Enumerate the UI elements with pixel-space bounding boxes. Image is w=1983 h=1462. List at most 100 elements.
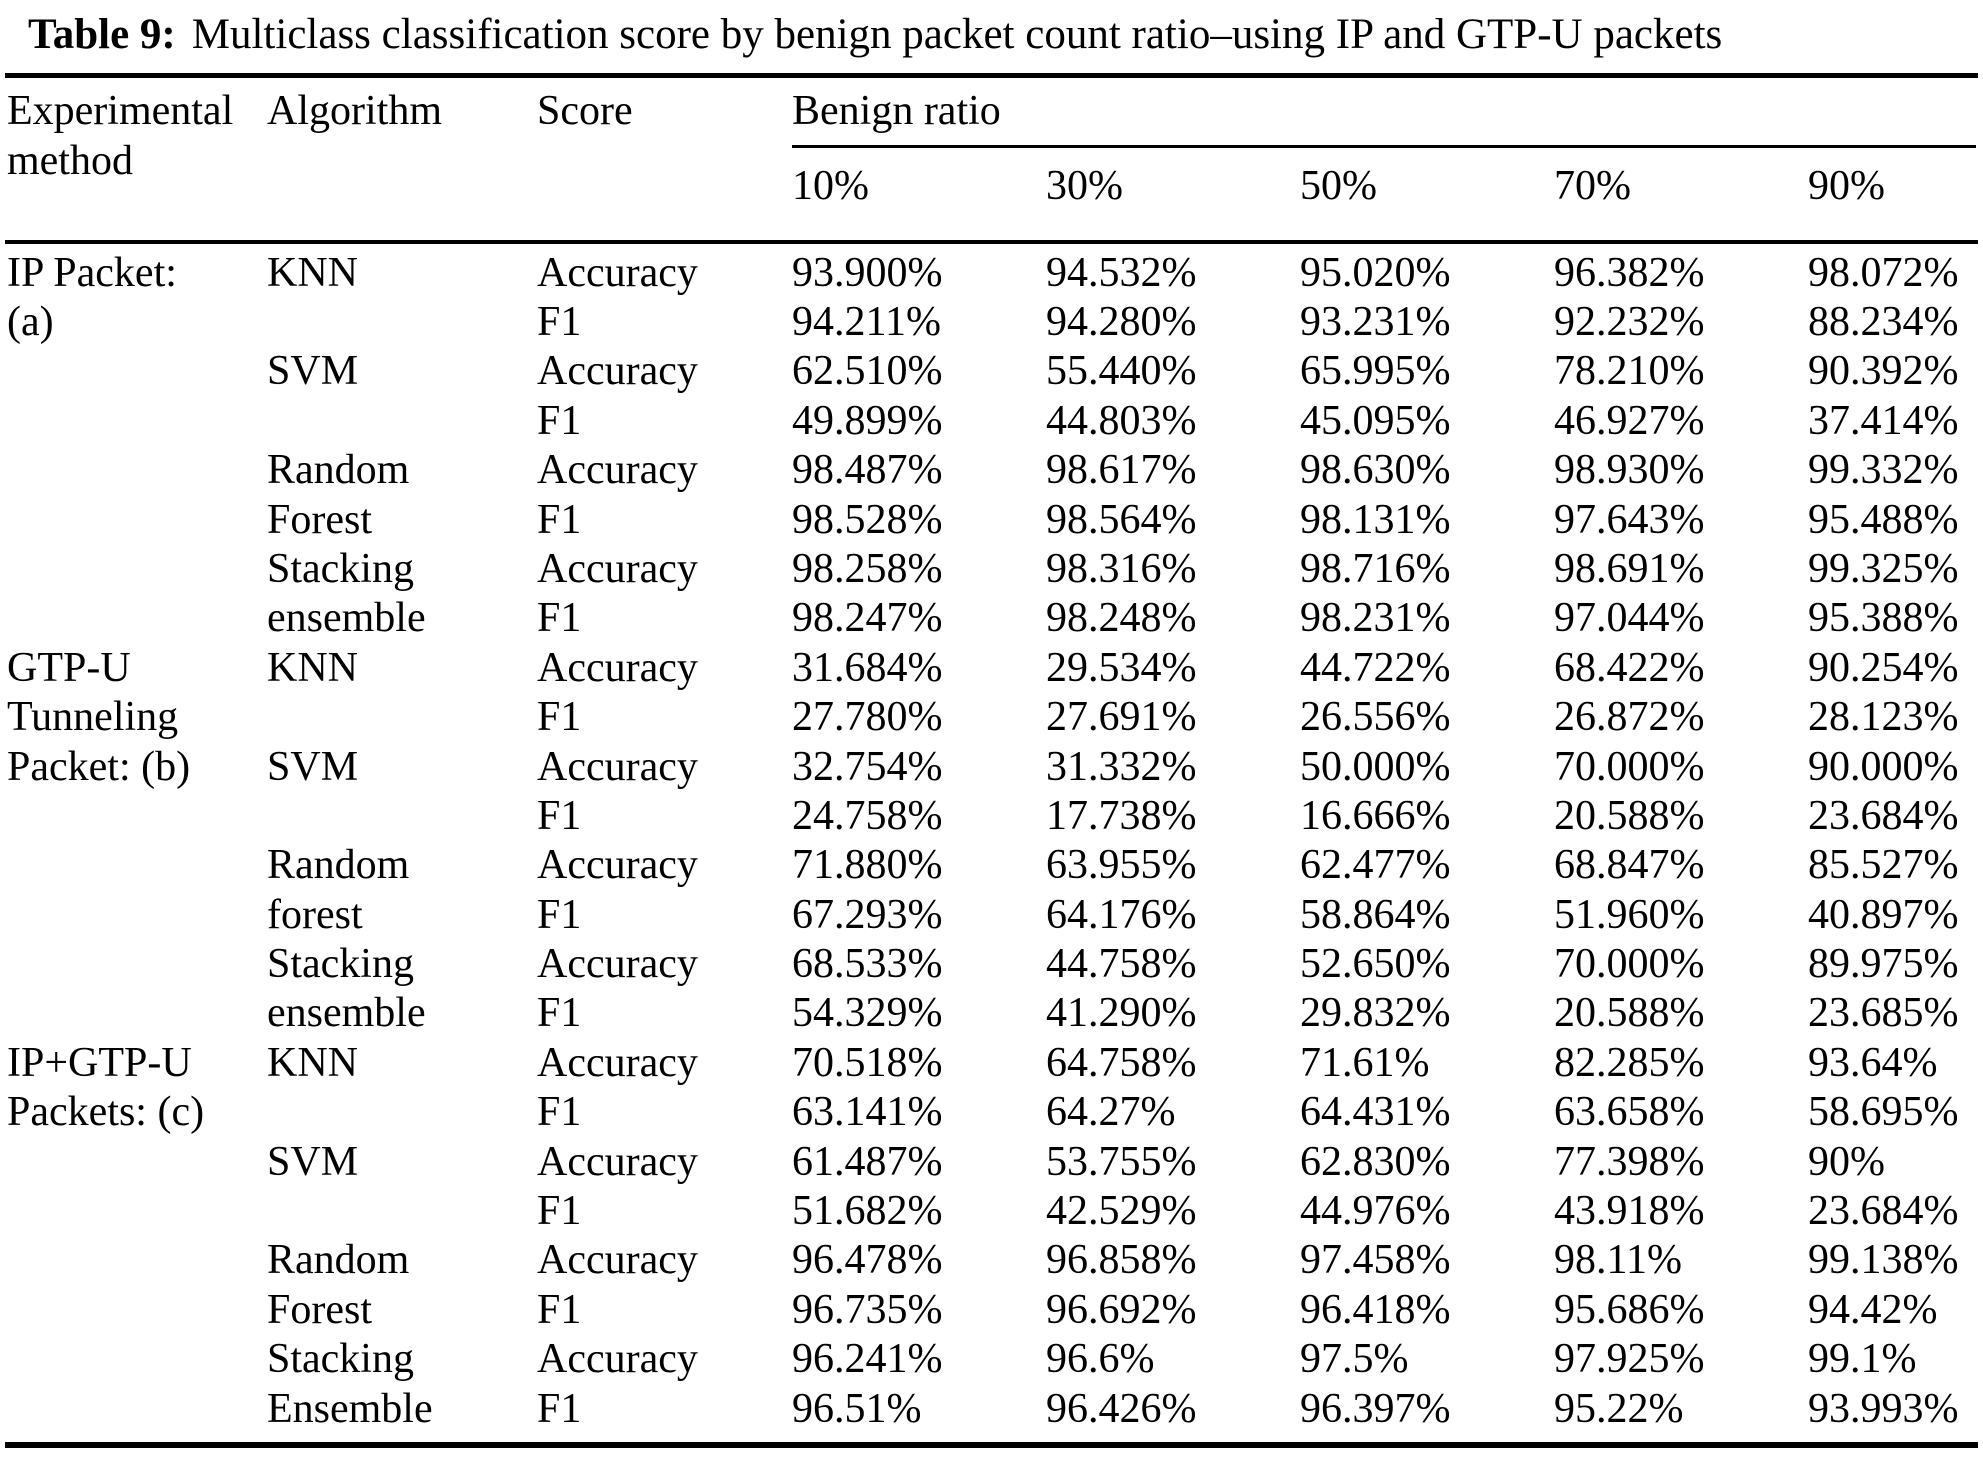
value-cell: 94.532% — [1046, 249, 1197, 296]
score-cell: F1 — [537, 595, 582, 642]
value-cell: 96.478% — [792, 1237, 943, 1284]
algorithm-cell — [267, 792, 537, 841]
table-row: IP+GTP-U KNN Accuracy 70.518% 64.758% 71… — [7, 1039, 1976, 1088]
table-body: IP Packet: KNN Accuracy 93.900% 94.532% … — [5, 244, 1978, 1442]
value-cell: 78.210% — [1554, 348, 1705, 395]
table-row: ensemble F1 98.247% 98.248% 98.231% 97.0… — [7, 594, 1976, 643]
score-cell: F1 — [537, 298, 582, 345]
ratio-label-70: 70% — [1554, 162, 1631, 209]
method-cell: GTP-U — [7, 644, 131, 691]
table-row: Stacking Accuracy 98.258% 98.316% 98.716… — [7, 545, 1976, 594]
value-cell: 98.617% — [1046, 447, 1197, 494]
value-cell: 27.780% — [792, 694, 943, 741]
value-cell: 97.458% — [1300, 1237, 1451, 1284]
value-cell: 63.141% — [792, 1089, 943, 1136]
ratio-label-30: 30% — [1046, 162, 1123, 209]
value-cell: 93.993% — [1808, 1385, 1959, 1432]
value-cell: 96.397% — [1300, 1385, 1451, 1432]
value-cell: 70.000% — [1554, 743, 1705, 790]
value-cell: 46.927% — [1554, 397, 1705, 444]
value-cell: 90.254% — [1808, 644, 1959, 691]
algorithm-cell: KNN — [267, 1039, 358, 1086]
table-row: SVM Accuracy 62.510% 55.440% 65.995% 78.… — [7, 347, 1976, 396]
value-cell: 26.556% — [1300, 694, 1451, 741]
score-cell: Accuracy — [537, 1138, 698, 1185]
method-cell — [7, 1335, 267, 1384]
value-cell: 95.020% — [1300, 249, 1451, 296]
algorithm-cell — [267, 1187, 537, 1236]
algorithm-cell: KNN — [267, 644, 358, 691]
table-row: Ensemble F1 96.51% 96.426% 96.397% 95.22… — [7, 1385, 1976, 1434]
value-cell: 20.588% — [1554, 990, 1705, 1037]
value-cell: 90.392% — [1808, 348, 1959, 395]
value-cell: 96.426% — [1046, 1385, 1197, 1432]
value-cell: 67.293% — [792, 891, 943, 938]
value-cell: 42.529% — [1046, 1188, 1197, 1235]
score-cell: F1 — [537, 990, 582, 1037]
value-cell: 31.684% — [792, 644, 943, 691]
value-cell: 95.488% — [1808, 496, 1959, 543]
value-cell: 90.000% — [1808, 743, 1959, 790]
ratio-label-50: 50% — [1300, 162, 1377, 209]
value-cell: 23.684% — [1808, 792, 1959, 839]
value-cell: 98.716% — [1300, 545, 1451, 592]
value-cell: 98.258% — [792, 545, 943, 592]
value-cell: 51.682% — [792, 1188, 943, 1235]
algorithm-cell: Ensemble — [267, 1385, 433, 1432]
value-cell: 64.176% — [1046, 891, 1197, 938]
method-cell — [7, 940, 267, 989]
value-cell: 68.533% — [792, 941, 943, 988]
score-cell: Accuracy — [537, 1039, 698, 1086]
value-cell: 77.398% — [1554, 1138, 1705, 1185]
value-cell: 96.735% — [792, 1286, 943, 1333]
table-row: Random Accuracy 98.487% 98.617% 98.630% … — [7, 446, 1976, 495]
value-cell: 96.858% — [1046, 1237, 1197, 1284]
value-cell: 27.691% — [1046, 694, 1197, 741]
algorithm-cell — [267, 397, 537, 446]
value-cell: 49.899% — [792, 397, 943, 444]
table-row: ensemble F1 54.329% 41.290% 29.832% 20.5… — [7, 989, 1976, 1038]
value-cell: 98.930% — [1554, 447, 1705, 494]
table-row: Random Accuracy 71.880% 63.955% 62.477% … — [7, 841, 1976, 890]
value-cell: 53.755% — [1046, 1138, 1197, 1185]
ratio-labels: 10% 30% 50% 70% 90% — [792, 161, 1976, 211]
method-cell — [7, 496, 267, 545]
algorithm-cell: SVM — [267, 1138, 359, 1185]
method-cell — [7, 1138, 267, 1187]
score-cell: F1 — [537, 1188, 582, 1235]
value-cell: 63.955% — [1046, 842, 1197, 889]
method-cell — [7, 1236, 267, 1285]
table-row: forest F1 67.293% 64.176% 58.864% 51.960… — [7, 891, 1976, 940]
value-cell: 64.27% — [1046, 1089, 1176, 1136]
table-row: GTP-U KNN Accuracy 31.684% 29.534% 44.72… — [7, 644, 1976, 693]
value-cell: 28.123% — [1808, 694, 1959, 741]
value-cell: 62.510% — [792, 348, 943, 395]
method-cell: (a) — [7, 298, 54, 345]
table-row: Packet: (b) SVM Accuracy 32.754% 31.332%… — [7, 743, 1976, 792]
algorithm-cell — [267, 693, 537, 742]
value-cell: 55.440% — [1046, 348, 1197, 395]
algorithm-cell: Forest — [267, 1286, 372, 1333]
value-cell: 44.722% — [1300, 644, 1451, 691]
header-benign-ratio: Benign ratio — [792, 87, 1001, 134]
method-cell — [7, 891, 267, 940]
table-caption-label: Table 9: — [28, 11, 176, 58]
table-row: Stacking Accuracy 96.241% 96.6% 97.5% 97… — [7, 1335, 1976, 1384]
value-cell: 85.527% — [1808, 842, 1959, 889]
score-cell: F1 — [537, 891, 582, 938]
value-cell: 58.695% — [1808, 1089, 1959, 1136]
value-cell: 44.803% — [1046, 397, 1197, 444]
method-cell — [7, 841, 267, 890]
algorithm-cell: Stacking — [267, 545, 414, 592]
value-cell: 44.758% — [1046, 941, 1197, 988]
value-cell: 94.211% — [792, 298, 941, 345]
value-cell: 70.000% — [1554, 941, 1705, 988]
value-cell: 95.22% — [1554, 1385, 1684, 1432]
method-cell: IP Packet: — [7, 249, 177, 296]
score-cell: F1 — [537, 694, 582, 741]
value-cell: 58.864% — [1300, 891, 1451, 938]
table-row: IP Packet: KNN Accuracy 93.900% 94.532% … — [7, 249, 1976, 298]
value-cell: 62.477% — [1300, 842, 1451, 889]
score-cell: F1 — [537, 496, 582, 543]
